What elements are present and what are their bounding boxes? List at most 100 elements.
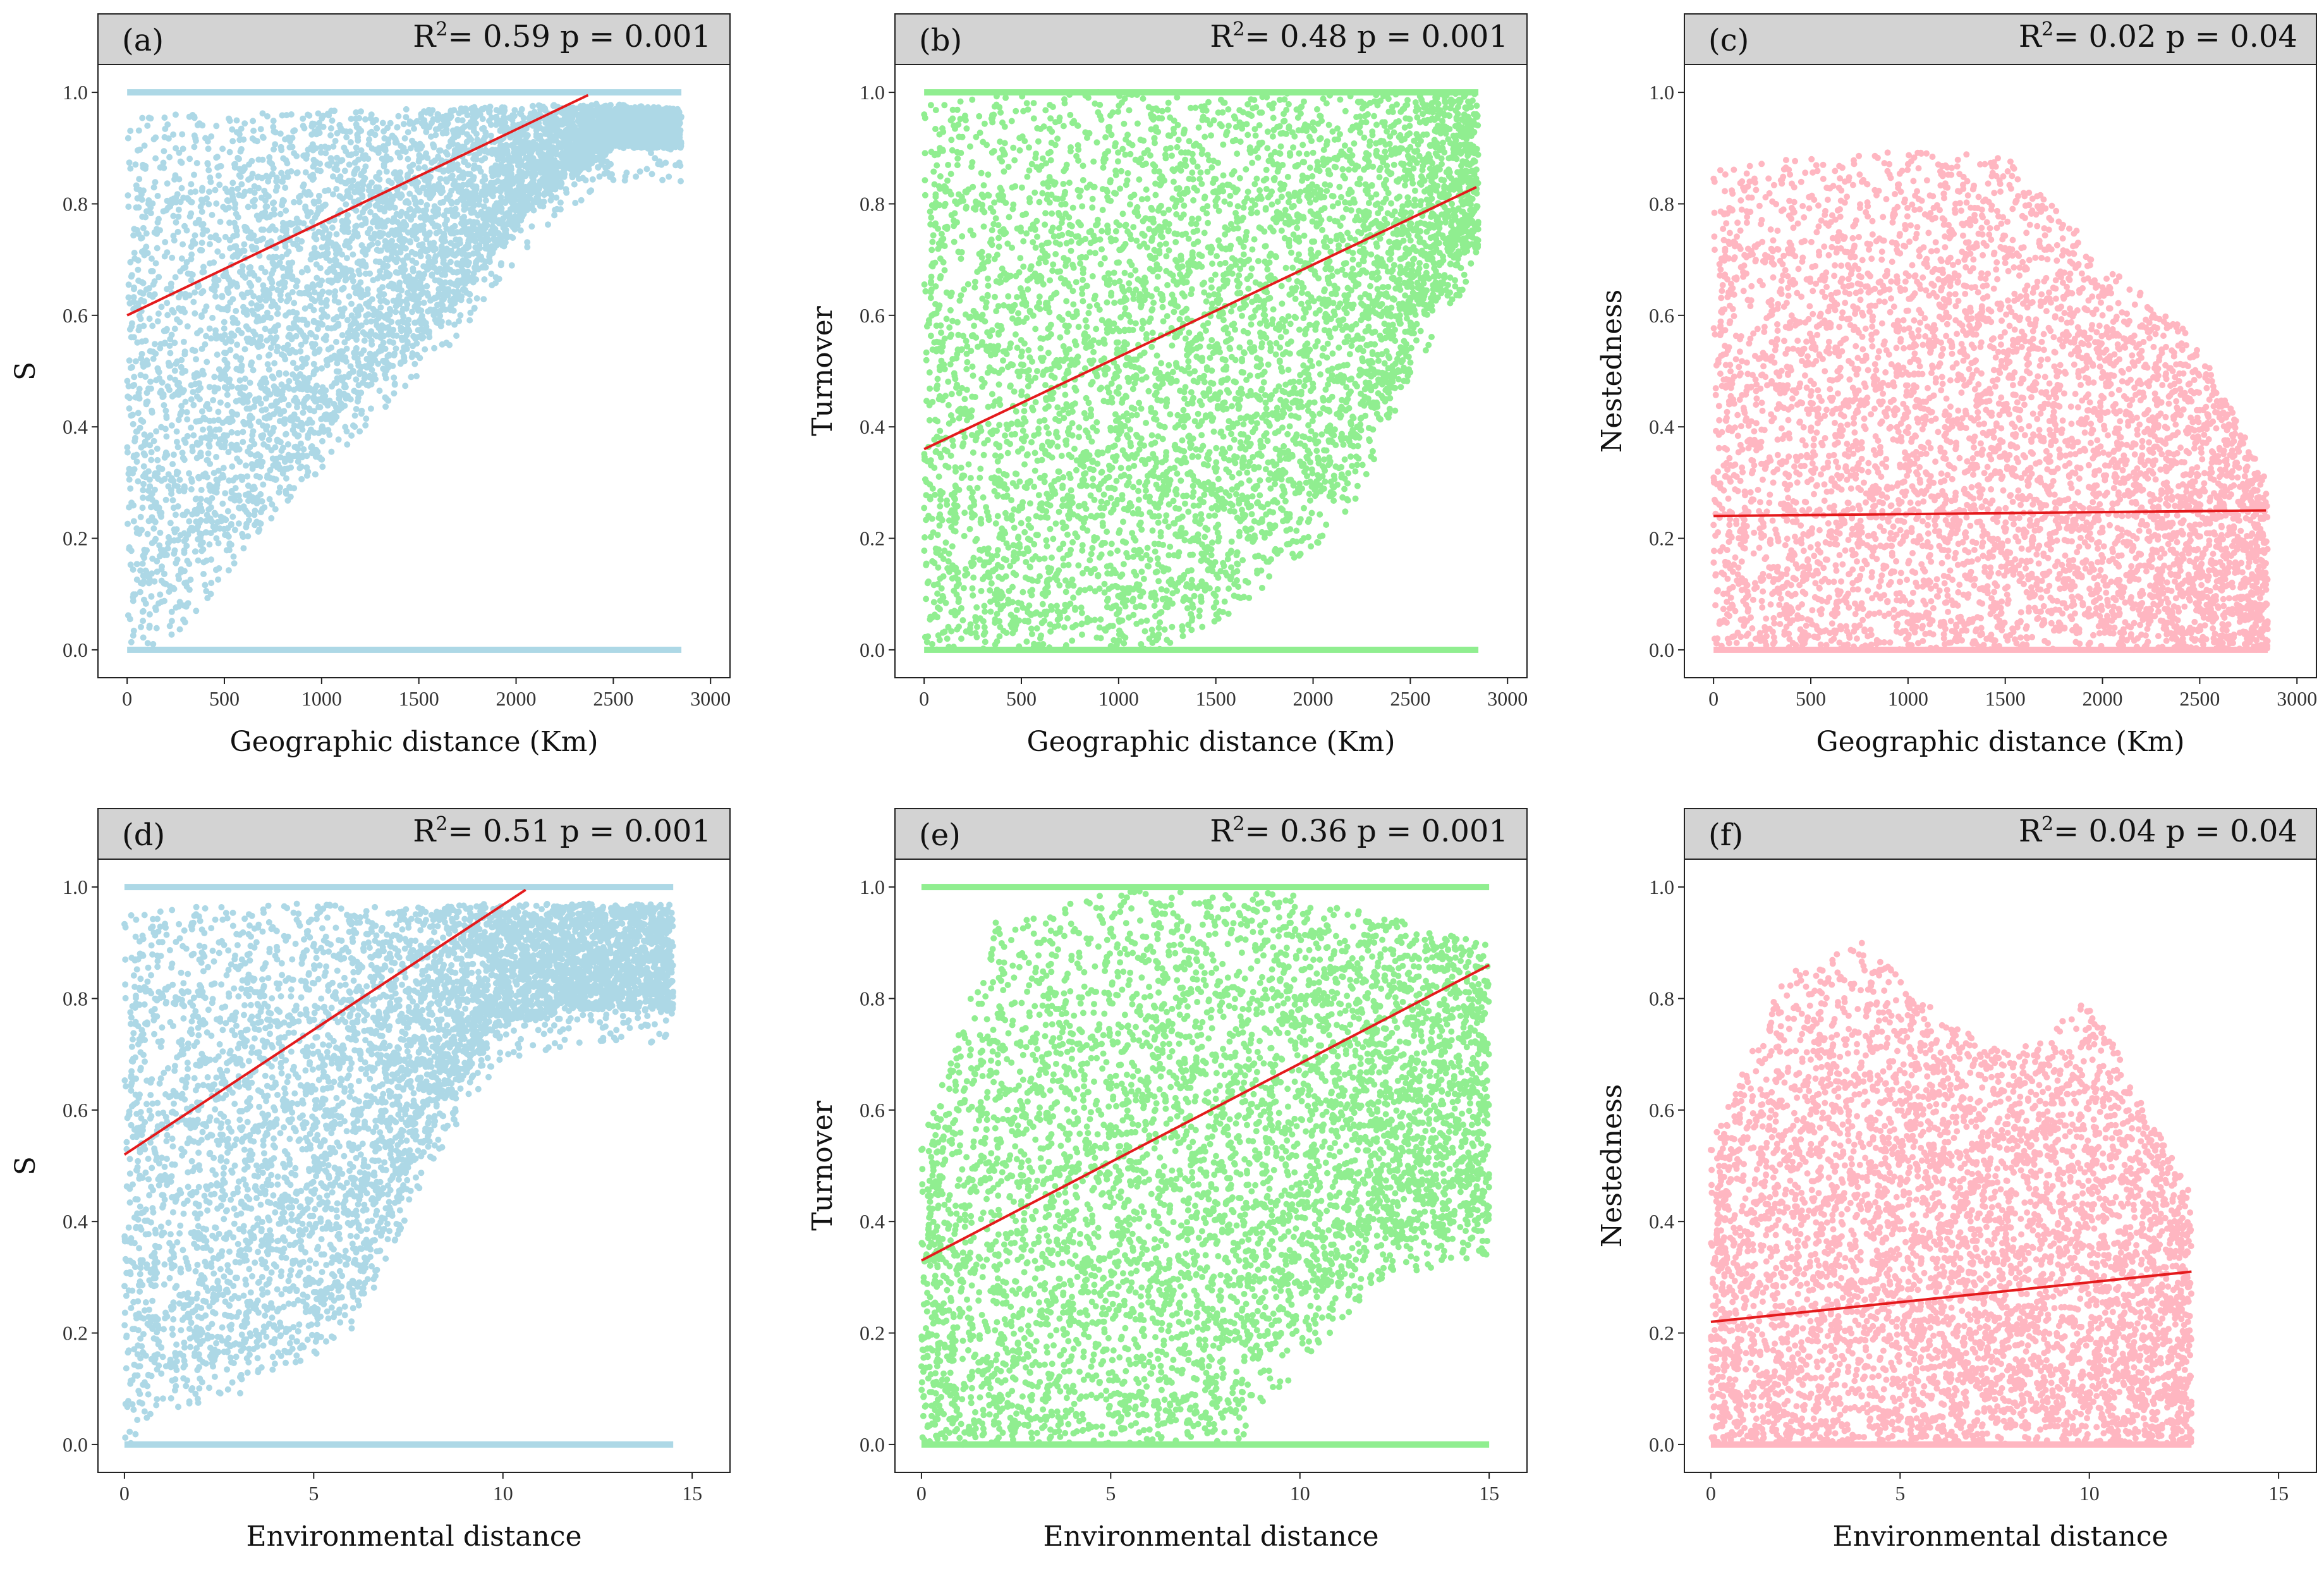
x-tick-label: 10	[493, 1482, 513, 1505]
x-tick-label: 1500	[1196, 687, 1236, 710]
y-tick-label: 0.8	[63, 192, 88, 215]
panel-b: (b) R2= 0.48 p = 0.001 0.0 0.2 0.4 0.6 0.8 1.0 0…	[806, 13, 1528, 758]
x-axis-title: Geographic distance (Km)	[1816, 726, 2185, 758]
x-tick-label: 2500	[1390, 687, 1430, 710]
panel-label: (a)	[122, 23, 164, 58]
panel-label: (e)	[919, 817, 961, 853]
y-axis-title: Turnover	[806, 305, 839, 436]
panel-strip	[97, 13, 731, 65]
y-tick-label: 1.0	[63, 876, 88, 898]
y-tick-label: 0.8	[1649, 192, 1674, 215]
panel-e: (e) R2= 0.36 p = 0.001 0.0 0.2 0.4 0.6 0.8 1.0 0…	[806, 808, 1528, 1553]
floor-points	[1710, 1441, 2192, 1448]
stat-annotation: R2= 0.04 p = 0.04	[2019, 813, 2297, 849]
panel-d: (d) R2= 0.51 p = 0.001 0.0 0.2 0.4 0.6 0.8 1.0 0…	[9, 808, 731, 1553]
regression-line	[123, 888, 526, 1156]
y-tick-label: 0.8	[1649, 987, 1674, 1010]
x-tick-label: 500	[1006, 687, 1037, 710]
point-cloud	[1708, 939, 2195, 1448]
y-tick-label: 0.4	[63, 415, 88, 438]
point-cloud	[121, 900, 676, 1446]
y-tick-label: 0.6	[1649, 304, 1674, 327]
x-tick-label: 1000	[1098, 687, 1139, 710]
y-axis-title: Nestedness	[1596, 1084, 1628, 1248]
x-tick-label: 5	[1105, 1482, 1116, 1505]
floor-points	[127, 646, 682, 653]
floor-points	[1713, 646, 2268, 653]
y-tick-label: 0.8	[860, 192, 885, 215]
y-tick-label: 0.2	[63, 527, 88, 550]
y-tick-label: 0.0	[63, 1433, 88, 1456]
y-tick-label: 0.6	[1649, 1099, 1674, 1122]
y-tick-label: 0.6	[63, 1099, 88, 1122]
ceiling-points	[124, 884, 674, 891]
y-tick-label: 1.0	[860, 876, 885, 898]
y-tick-label: 0.6	[860, 1099, 885, 1122]
ceiling-points	[924, 89, 1479, 96]
scatter-points	[1708, 939, 2195, 1448]
x-tick-label: 2500	[593, 687, 633, 710]
x-axis-title: Environmental distance	[1043, 1520, 1378, 1553]
y-axis-title: Turnover	[806, 1100, 839, 1230]
y-tick-label: 0.8	[63, 987, 88, 1010]
x-tick-label: 1500	[1985, 687, 2026, 710]
x-tick-label: 0	[119, 1482, 130, 1505]
x-tick-label: 2000	[496, 687, 537, 710]
x-tick-label: 1000	[301, 687, 342, 710]
x-axis-title: Geographic distance (Km)	[230, 726, 599, 758]
x-tick-label: 5	[308, 1482, 319, 1505]
x-tick-label: 0	[1708, 687, 1719, 710]
stat-annotation: R2= 0.51 p = 0.001	[413, 813, 711, 849]
y-axis-title: Nestedness	[1596, 290, 1628, 453]
x-tick-label: 3000	[1487, 687, 1528, 710]
x-tick-label: 0	[919, 687, 929, 710]
scatter-points	[124, 89, 684, 653]
panel-strip	[1684, 13, 2317, 65]
panel-strip	[894, 808, 1528, 860]
x-tick-label: 500	[1796, 687, 1826, 710]
x-tick-label: 10	[2079, 1482, 2100, 1505]
y-tick-label: 0.0	[1649, 1433, 1674, 1456]
x-tick-label: 15	[1479, 1482, 1499, 1505]
panel-strip	[97, 808, 731, 860]
panel-c: (c) R2= 0.02 p = 0.04 0.0 0.2 0.4 0.6 0.8 1.0 0 5…	[1596, 13, 2317, 758]
x-tick-label: 2000	[2083, 687, 2123, 710]
y-axis-title: S	[9, 1156, 42, 1175]
x-tick-label: 2500	[2179, 687, 2220, 710]
stat-annotation: R2= 0.36 p = 0.001	[1210, 813, 1508, 849]
y-tick-label: 1.0	[860, 81, 885, 104]
floor-points	[921, 1441, 1490, 1448]
y-tick-label: 0.2	[63, 1322, 88, 1345]
ceiling-points	[127, 89, 682, 96]
x-axis-title: Environmental distance	[1832, 1520, 2168, 1553]
y-tick-label: 0.6	[860, 304, 885, 327]
panel-label: (d)	[122, 817, 165, 853]
y-tick-label: 0.4	[63, 1210, 88, 1233]
scatter-points	[121, 884, 676, 1448]
x-tick-label: 0	[1706, 1482, 1716, 1505]
panel-f: (f) R2= 0.04 p = 0.04 0.0 0.2 0.4 0.6 0.8 1.0 0 5…	[1596, 808, 2317, 1553]
scatter-points	[1710, 149, 2271, 653]
x-tick-label: 15	[682, 1482, 702, 1505]
y-tick-label: 0.8	[860, 987, 885, 1010]
x-tick-label: 1000	[1888, 687, 1928, 710]
panel-label: (b)	[919, 23, 962, 58]
plot-area	[97, 64, 731, 678]
x-tick-label: 3000	[2277, 687, 2317, 710]
y-tick-label: 0.0	[1649, 639, 1674, 661]
y-tick-label: 0.2	[1649, 1322, 1674, 1345]
y-tick-label: 0.4	[860, 1210, 885, 1233]
x-tick-label: 0	[122, 687, 132, 710]
panel-label: (c)	[1708, 23, 1749, 58]
y-tick-label: 0.6	[63, 304, 88, 327]
x-tick-label: 15	[2268, 1482, 2289, 1505]
y-tick-label: 0.0	[860, 1433, 885, 1456]
y-tick-label: 0.4	[1649, 1210, 1674, 1233]
panel-strip	[894, 13, 1528, 65]
panel-a: (a) R2= 0.59 p = 0.001 0.0 0.2 0.4 0.6 0.8 1.0 0…	[9, 13, 731, 758]
x-tick-label: 1500	[399, 687, 439, 710]
scatter-points	[918, 884, 1492, 1448]
x-tick-label: 0	[916, 1482, 927, 1505]
x-tick-label: 500	[209, 687, 240, 710]
